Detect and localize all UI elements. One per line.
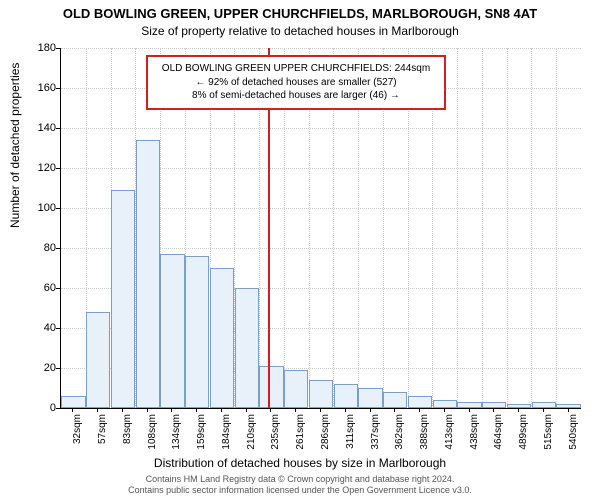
histogram-bar [259, 366, 283, 408]
histogram-bar [185, 256, 209, 408]
x-tick-mark [444, 408, 445, 412]
y-tick-label: 40 [28, 322, 56, 334]
x-axis-label: Distribution of detached houses by size … [0, 456, 600, 470]
annotation-line-3: 8% of semi-detached houses are larger (4… [192, 90, 400, 101]
x-tick-mark [370, 408, 371, 412]
histogram-bar [284, 370, 308, 408]
y-tick-mark [56, 168, 60, 169]
plot-area: OLD BOWLING GREEN UPPER CHURCHFIELDS: 24… [60, 48, 581, 409]
gridline-v [531, 48, 532, 408]
histogram-bar [334, 384, 358, 408]
x-tick-mark [295, 408, 296, 412]
y-tick-label: 20 [28, 362, 56, 374]
x-tick-mark [122, 408, 123, 412]
histogram-bar [383, 392, 407, 408]
gridline-v [556, 48, 557, 408]
gridline-h [61, 48, 581, 49]
x-tick-mark [394, 408, 395, 412]
y-tick-label: 100 [28, 202, 56, 214]
annotation-line-2: ← 92% of detached houses are smaller (52… [195, 77, 396, 88]
histogram-bar [457, 402, 481, 408]
histogram-bar [358, 388, 382, 408]
x-tick-mark [221, 408, 222, 412]
gridline-v [507, 48, 508, 408]
annotation-box: OLD BOWLING GREEN UPPER CHURCHFIELDS: 24… [146, 55, 446, 110]
x-tick-mark [345, 408, 346, 412]
x-tick-mark [72, 408, 73, 412]
gridline-v [482, 48, 483, 408]
x-tick-mark [97, 408, 98, 412]
y-tick-mark [56, 48, 60, 49]
x-tick-mark [518, 408, 519, 412]
histogram-bar [111, 190, 135, 408]
histogram-bar [235, 288, 259, 408]
chart-title: OLD BOWLING GREEN, UPPER CHURCHFIELDS, M… [0, 6, 600, 21]
footer-line-1: Contains HM Land Registry data © Crown c… [146, 474, 455, 484]
gridline-h [61, 128, 581, 129]
histogram-bar [532, 402, 556, 408]
histogram-bar [160, 254, 184, 408]
x-tick-mark [246, 408, 247, 412]
footer-line-2: Contains public sector information licen… [128, 485, 472, 495]
y-tick-mark [56, 128, 60, 129]
x-tick-mark [469, 408, 470, 412]
histogram-bar [86, 312, 110, 408]
gridline-v [457, 48, 458, 408]
histogram-bar [210, 268, 234, 408]
y-tick-mark [56, 328, 60, 329]
y-tick-label: 80 [28, 242, 56, 254]
annotation-line-1: OLD BOWLING GREEN UPPER CHURCHFIELDS: 24… [162, 63, 430, 74]
chart-container: OLD BOWLING GREEN, UPPER CHURCHFIELDS, M… [0, 0, 600, 500]
y-tick-mark [56, 408, 60, 409]
y-axis-label: Number of detached properties [8, 63, 22, 228]
histogram-bar [61, 396, 85, 408]
x-tick-mark [196, 408, 197, 412]
y-tick-label: 180 [28, 42, 56, 54]
x-tick-mark [270, 408, 271, 412]
x-tick-mark [568, 408, 569, 412]
y-tick-label: 140 [28, 122, 56, 134]
y-tick-label: 160 [28, 82, 56, 94]
y-tick-label: 60 [28, 282, 56, 294]
y-tick-label: 0 [28, 402, 56, 414]
y-tick-label: 120 [28, 162, 56, 174]
chart-footer: Contains HM Land Registry data © Crown c… [0, 474, 600, 496]
histogram-bar [136, 140, 160, 408]
x-tick-mark [493, 408, 494, 412]
y-tick-mark [56, 368, 60, 369]
x-tick-mark [320, 408, 321, 412]
y-tick-mark [56, 88, 60, 89]
histogram-bar [408, 396, 432, 408]
x-tick-mark [543, 408, 544, 412]
y-tick-mark [56, 248, 60, 249]
chart-subtitle: Size of property relative to detached ho… [0, 24, 600, 38]
histogram-bar [309, 380, 333, 408]
histogram-bar [556, 404, 580, 408]
y-tick-mark [56, 288, 60, 289]
x-tick-mark [419, 408, 420, 412]
x-tick-mark [171, 408, 172, 412]
histogram-bar [433, 400, 457, 408]
y-tick-mark [56, 208, 60, 209]
x-tick-mark [147, 408, 148, 412]
